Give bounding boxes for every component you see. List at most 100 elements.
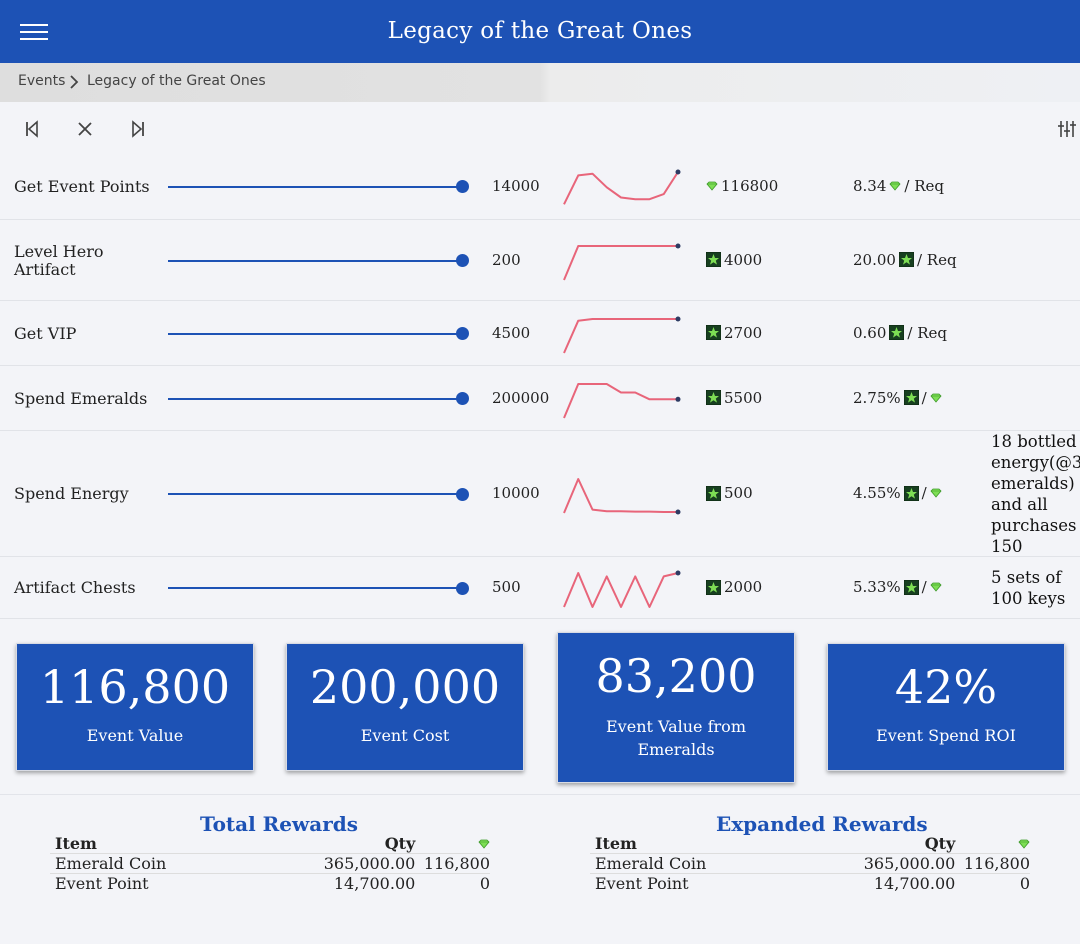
task-label: Spend Energy: [14, 484, 129, 503]
ratio-text: 5.33%: [853, 578, 901, 596]
ratio-suffix: /: [921, 484, 927, 502]
stat-card-event-value-emeralds: 83,200 Event Value from Emeralds: [557, 632, 795, 783]
task-slider[interactable]: [168, 587, 468, 589]
ratio-suffix: / Req: [916, 250, 957, 269]
chevron-right-icon: [68, 74, 80, 94]
task-label: Level Hero Artifact: [14, 241, 104, 279]
slider-handle[interactable]: [455, 392, 469, 405]
divider: [0, 794, 1080, 795]
sparkline: [563, 316, 681, 353]
ratio-suffix: / Req: [907, 323, 948, 342]
value-text: 5500: [724, 388, 763, 407]
total-rewards-title: Total Rewards: [200, 812, 358, 836]
table-row: Emerald Coin 365,000.00 116,800: [590, 853, 1030, 874]
task-ratio: 2.75% /: [853, 389, 942, 407]
value-text: 500: [724, 484, 753, 502]
close-icon[interactable]: [77, 121, 93, 141]
emerald-icon: [706, 181, 718, 191]
cell-emeralds: 0: [955, 873, 1030, 893]
slider-handle[interactable]: [455, 581, 469, 595]
stat-label-line-1: Event Value from: [606, 717, 746, 736]
star-badge-icon: [903, 485, 919, 501]
task-quantity: 500: [492, 578, 521, 596]
task-label: Spend Emeralds: [14, 388, 148, 408]
rewards-grid: Item Qty Emerald Coin 365,000.00 116,800…: [590, 834, 1030, 893]
cell-qty: 365,000.00: [251, 853, 416, 874]
task-slider[interactable]: [168, 259, 468, 262]
value-text: 4000: [724, 250, 763, 269]
task-value: 500: [706, 484, 753, 502]
emerald-icon: [930, 488, 942, 498]
skip-last-icon[interactable]: [130, 120, 146, 142]
col-qty: Qty: [384, 834, 416, 853]
sliders-icon[interactable]: [1058, 119, 1076, 143]
table-row: Event Point 14,700.00 0: [590, 873, 1030, 893]
breadcrumb-events[interactable]: Events: [18, 73, 66, 89]
ratio-text: 2.75%: [853, 388, 901, 407]
sparkline-endpoint: [675, 570, 681, 576]
stat-card-event-value: 116,800 Event Value: [16, 643, 254, 771]
task-slider[interactable]: [168, 332, 468, 335]
emerald-icon: [930, 393, 942, 403]
sparkline: [563, 478, 681, 515]
cell-emeralds: 0: [415, 873, 490, 893]
cell-emeralds: 116,800: [415, 853, 490, 874]
cell-qty: 14,700.00: [251, 873, 416, 893]
task-value: 4000: [706, 251, 762, 269]
ratio-suffix: /: [921, 578, 927, 596]
sparkline-endpoint: [675, 396, 681, 402]
skip-first-icon[interactable]: [24, 120, 40, 142]
slider-handle[interactable]: [455, 180, 469, 193]
task-row: Artifact Chests 500 2000 5.33% / 5 sets of 100…: [0, 557, 1080, 619]
task-ratio: 0.60 / Req: [853, 324, 947, 342]
sparkline-series: [563, 572, 679, 608]
task-ratio: 8.34 / Req: [853, 177, 944, 195]
value-text: 2700: [724, 323, 763, 342]
task-note-line: 5 sets of: [991, 568, 1062, 587]
task-slider[interactable]: [168, 493, 468, 495]
sparkline-series: [563, 317, 678, 353]
stat-label: Event Cost: [360, 726, 450, 745]
task-value: 5500: [706, 389, 762, 407]
sparkline: [563, 570, 681, 608]
star-badge-icon: [706, 485, 721, 501]
task-ratio: 5.33% /: [853, 578, 942, 596]
menu-icon[interactable]: [20, 22, 48, 42]
sparkline-endpoint: [675, 243, 681, 248]
expanded-rewards-title: Expanded Rewards: [716, 812, 928, 836]
task-ratio: 20.00 / Req: [853, 251, 957, 269]
slider-handle[interactable]: [455, 327, 469, 340]
task-value: 2700: [706, 324, 762, 342]
col-qty: Qty: [924, 834, 956, 853]
task-label: Get VIP: [14, 323, 77, 343]
stat-value: 42%: [894, 660, 998, 714]
task-slider[interactable]: [168, 185, 468, 188]
sparkline-series: [563, 170, 679, 205]
task-row: Spend Emeralds 200000 5500 2.75% /: [0, 366, 1080, 431]
task-row: Get VIP 4500 2700 0.60 / Req: [0, 301, 1080, 366]
task-row: Spend Energy 10000 500 4.55% / 18 bottled ener…: [0, 431, 1080, 557]
task-slider[interactable]: [168, 397, 468, 400]
col-item: Item: [595, 834, 637, 853]
total-rewards-table: Total Rewards Item Qty Emerald Coin 365,…: [50, 812, 490, 893]
ratio-suffix: /: [921, 388, 927, 407]
sparkline-series: [563, 382, 678, 418]
cell-item: Event Point: [50, 873, 252, 893]
stat-card-roi: 42% Event Spend ROI: [827, 643, 1065, 771]
cell-qty: 14,700.00: [791, 873, 956, 893]
ratio-text: 8.34: [853, 176, 887, 195]
star-badge-icon: [903, 579, 919, 595]
slider-handle[interactable]: [455, 254, 469, 267]
star-badge-icon: [706, 390, 721, 405]
ratio-suffix: / Req: [904, 176, 945, 195]
emerald-icon: [889, 181, 901, 191]
star-badge-icon: [889, 325, 905, 340]
sparkline-endpoint: [675, 316, 681, 321]
task-label: Get Event Points: [14, 176, 150, 196]
ratio-text: 0.60: [853, 323, 887, 342]
stat-label-line-2: Emeralds: [637, 740, 715, 759]
sparkline: [563, 243, 681, 280]
task-value: 2000: [706, 578, 762, 596]
task-label: Artifact Chests: [14, 578, 136, 597]
slider-handle[interactable]: [455, 487, 469, 501]
